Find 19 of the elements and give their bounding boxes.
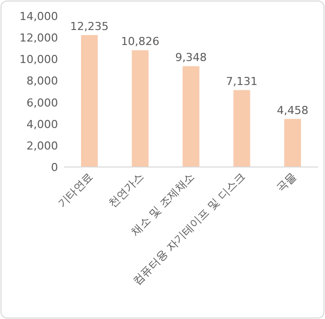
y-tick-label: 14,000 xyxy=(20,10,58,23)
data-label: 12,235 xyxy=(70,20,109,34)
data-label: 7,131 xyxy=(226,75,258,88)
bar xyxy=(182,66,200,167)
x-tick-label: 곡물 xyxy=(274,170,299,195)
y-tick-label: 4,000 xyxy=(26,118,58,131)
y-tick-label: 2,000 xyxy=(26,139,58,152)
y-tick-label: 6,000 xyxy=(26,96,58,110)
y-tick-label: 10,000 xyxy=(20,53,58,66)
bar xyxy=(81,35,98,167)
data-label: 4,458 xyxy=(276,104,308,117)
bar xyxy=(284,118,301,167)
bar xyxy=(132,50,149,167)
bar xyxy=(233,90,250,167)
data-label: 10,826 xyxy=(120,35,160,48)
y-tick-label: 12,000 xyxy=(20,32,58,45)
y-tick-label: 8,000 xyxy=(26,74,58,88)
data-label: 9,348 xyxy=(175,51,207,64)
y-tick-label: 0 xyxy=(51,161,58,174)
